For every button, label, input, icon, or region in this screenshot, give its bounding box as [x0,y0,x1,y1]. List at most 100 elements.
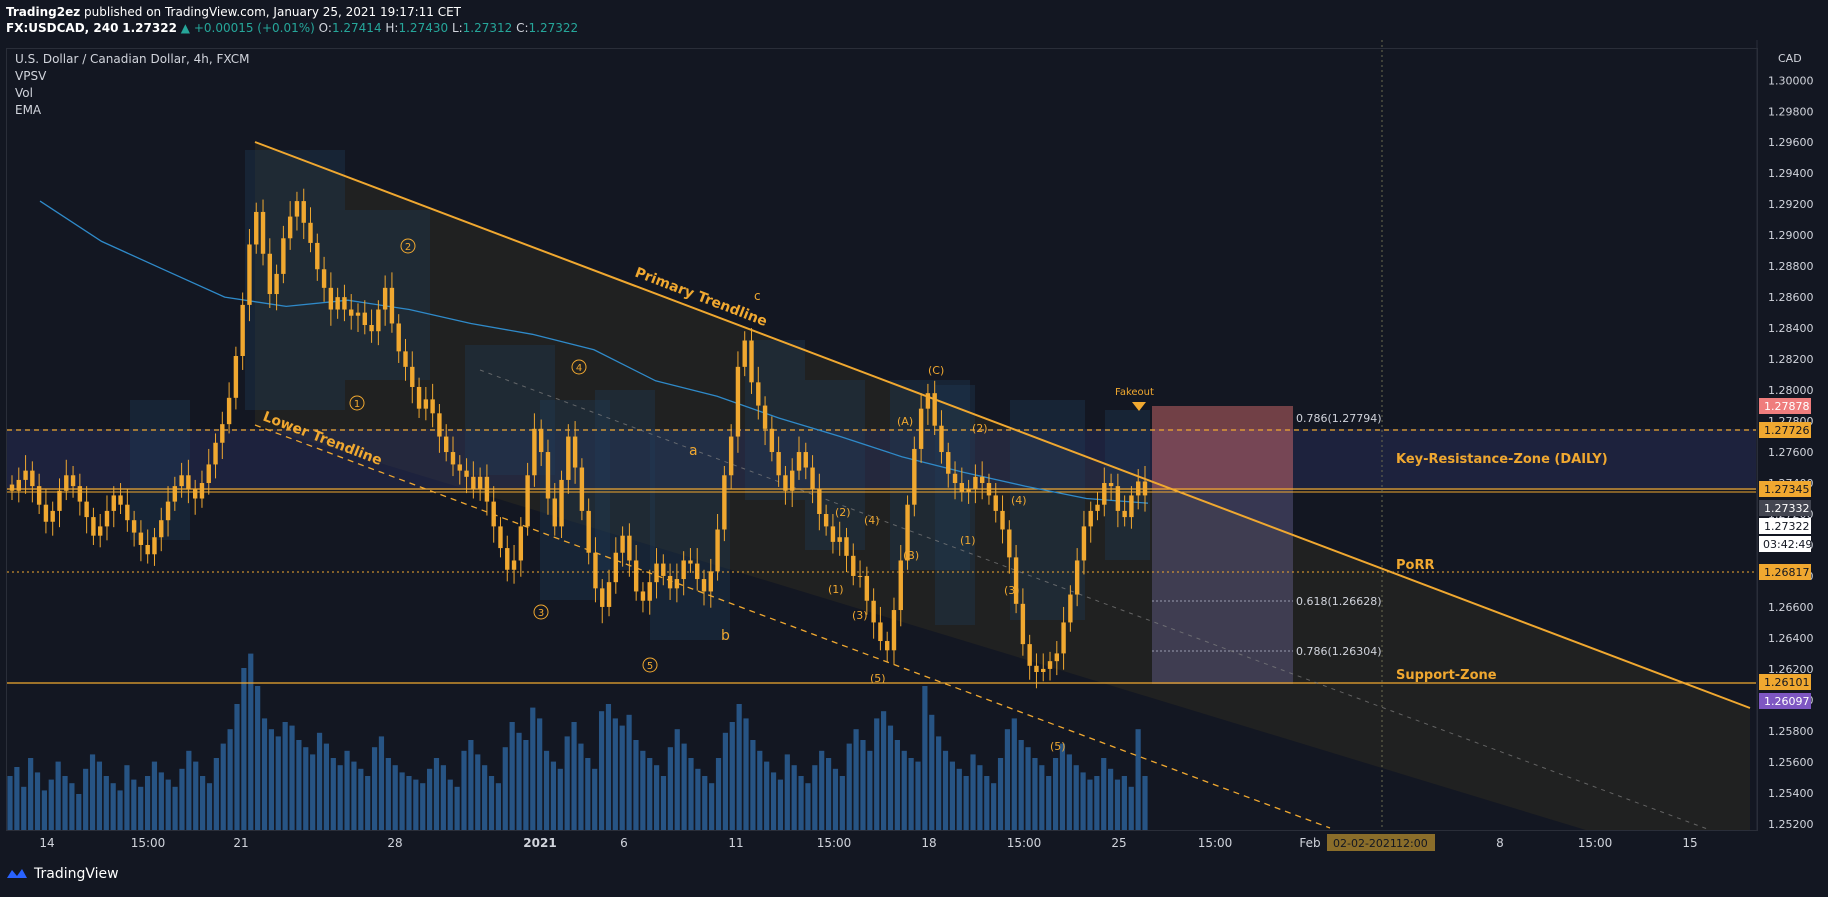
chart-area[interactable] [6,48,1758,831]
volume-bar [729,722,735,830]
symbol[interactable]: FX:USDCAD, 240 [6,21,119,35]
brand-name: TradingView [34,866,119,882]
volume-bar [1018,740,1024,830]
volume-bar [200,776,206,830]
candle [979,461,985,500]
volume-bar [929,714,935,830]
volume-bar [55,761,61,830]
candle [281,225,286,284]
volume-bar [131,779,137,830]
candle [1129,486,1134,529]
price-tick-label: 1.28600 [1768,291,1814,304]
volume-bar [777,779,784,830]
legend-title[interactable]: U.S. Dollar / Canadian Dollar, 4h, FXCM [15,52,250,66]
publish-line: Trading2ez published on TradingView.com,… [6,5,461,19]
volume-bar [949,761,955,830]
price-tick-label: 1.27600 [1768,446,1814,459]
tradingview-logo[interactable]: TradingView [6,866,119,882]
volume-bar [825,758,832,830]
time-tick-label: Feb [1299,836,1320,850]
svg-text:2: 2 [405,242,411,253]
candle [749,328,754,394]
volume-bar [1080,772,1086,830]
candle [423,386,429,421]
time-axis[interactable]: 14 15:00 21 28 2021 6 11 15:00 18 15:00 25 15:00 Feb… [39,836,1697,850]
candle [722,465,727,542]
candle [973,464,978,504]
candle [233,346,239,410]
volume-bar [371,747,378,830]
fib-618-label: 0.618(1.26628) [1296,595,1382,608]
candle [165,486,171,537]
candle [891,597,897,665]
candle [43,489,49,534]
candle [654,548,659,599]
legend-ema[interactable]: EMA [15,103,42,117]
time-tick-label: 6 [620,836,628,850]
candle [172,476,178,511]
volume-bar [936,736,942,830]
price-tick-label: 1.25600 [1768,756,1814,769]
volume-bar [660,776,667,830]
time-tick-label: 2021 [523,836,556,850]
legend-vpsv[interactable]: VPSV [15,69,47,83]
volume-bar [206,783,213,830]
volume-bar [21,786,27,830]
volume-bar [564,736,570,830]
volume-bar [193,761,199,830]
tradingview-icon [7,869,27,878]
volume-bar [915,761,921,830]
close-label: C: [516,21,529,35]
price-chart[interactable]: Primary Trendline Lower Trendline Key-Re… [0,0,1828,860]
candle [559,470,564,539]
svg-text:1.27345: 1.27345 [1764,483,1810,496]
candle [966,479,971,504]
candle [1034,653,1039,689]
volume-bar [688,758,694,830]
volume-bar [7,776,13,830]
price-tick-label: 1.29000 [1768,229,1814,242]
volume-bar [83,768,89,830]
legend-vol[interactable]: Vol [15,86,33,100]
volume-bar [640,750,646,830]
candle [708,558,713,608]
candle [342,284,347,322]
take-profit-box [1152,490,1293,684]
volume-bar [1004,729,1011,830]
volume-bar [805,783,811,830]
candle [898,544,903,627]
candle [1047,651,1053,681]
volume-bar [28,758,34,830]
volume-bar [275,736,281,830]
wave-3-marker: 3 [533,604,549,620]
footer-bar [0,856,1828,897]
candle [484,464,490,516]
candle [410,351,415,404]
candle [817,473,822,531]
publisher-name[interactable]: Trading2ez [6,5,81,19]
publish-info: published on TradingView.com, January 25… [80,5,461,19]
wave-t5-label: (5) [1050,740,1066,753]
volume-bar [138,786,144,830]
wave-1-marker: 1 [349,395,365,411]
candle [952,461,958,500]
volume-bar [440,765,446,830]
time-tick-label: 18 [921,836,936,850]
volume-bar [158,772,164,830]
svg-text:3: 3 [538,608,544,619]
candle [430,383,435,428]
candle [1007,520,1012,574]
time-range-label-2: 12:00 [1396,837,1428,850]
candle [864,566,870,615]
volume-bar [14,767,20,830]
candle [186,459,191,504]
volume-bar [908,758,914,830]
volume-bar [172,786,178,830]
price-tick-label: 1.26200 [1768,663,1814,676]
price-tick-label: 1.25200 [1768,818,1814,831]
volume-bar [654,765,660,830]
candle [756,366,761,420]
candle [179,462,184,498]
candle [803,442,808,480]
volume-bar [722,732,728,830]
